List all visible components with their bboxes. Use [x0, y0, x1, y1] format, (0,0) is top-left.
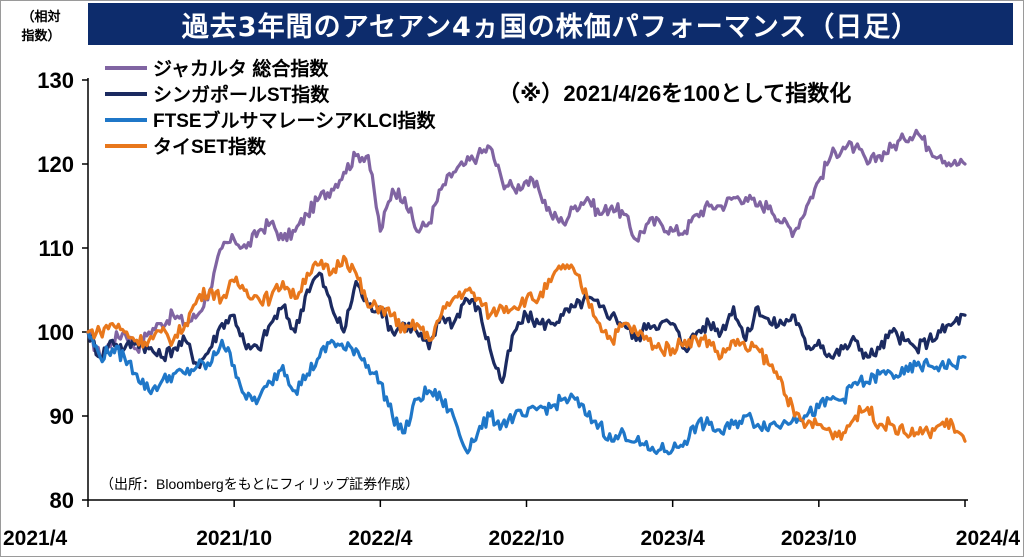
- x-tick-label: 2022/4: [348, 527, 413, 550]
- y-tick-label: 130: [37, 68, 74, 93]
- y-tick-label: 90: [50, 404, 74, 429]
- legend-label: タイSET指数: [153, 135, 267, 158]
- y-tick-label: 120: [37, 152, 74, 177]
- series-line: [86, 271, 967, 384]
- legend-label: FTSEブルサマレーシアKLCI指数: [153, 109, 437, 132]
- chart-title-bar: 過去3年間のアセアン4ヵ国の株価パフォーマンス（日足）: [88, 3, 1013, 45]
- chart-title: 過去3年間のアセアン4ヵ国の株価パフォーマンス（日足）: [181, 11, 920, 43]
- y-tick-label: 100: [37, 320, 74, 345]
- series-line: [86, 254, 967, 443]
- series-lines: [86, 128, 967, 456]
- x-tick-label: 2023/10: [781, 527, 857, 550]
- x-tick-label: 2021/4: [3, 527, 68, 550]
- y-axis-unit-label: （相対 指数）: [21, 10, 61, 44]
- x-tick-label: 2022/10: [489, 527, 565, 550]
- y-tick-label: 110: [39, 236, 75, 261]
- x-tick-label: 2021/10: [196, 527, 272, 550]
- series-line: [86, 128, 967, 361]
- y-tick-label: 80: [50, 488, 74, 513]
- x-tick-label: 2023/4: [641, 527, 706, 550]
- x-ticks: 2021/4 2021/10 2022/4 2022/10 2023/4 2023/10 2…: [3, 500, 1020, 550]
- x-tick-label: 2024/4: [956, 527, 1021, 550]
- y-ticks: 80 90 100 110 120 130: [37, 68, 88, 513]
- legend-label: シンガポールST指数: [153, 83, 330, 106]
- legend-label: ジャカルタ 総合指数: [153, 57, 329, 80]
- index-note: （※）2021/4/26を100として指数化: [498, 81, 851, 106]
- source-note: （出所：Bloombergをもとにフィリップ証券作成）: [100, 476, 419, 492]
- series-line: [86, 330, 967, 456]
